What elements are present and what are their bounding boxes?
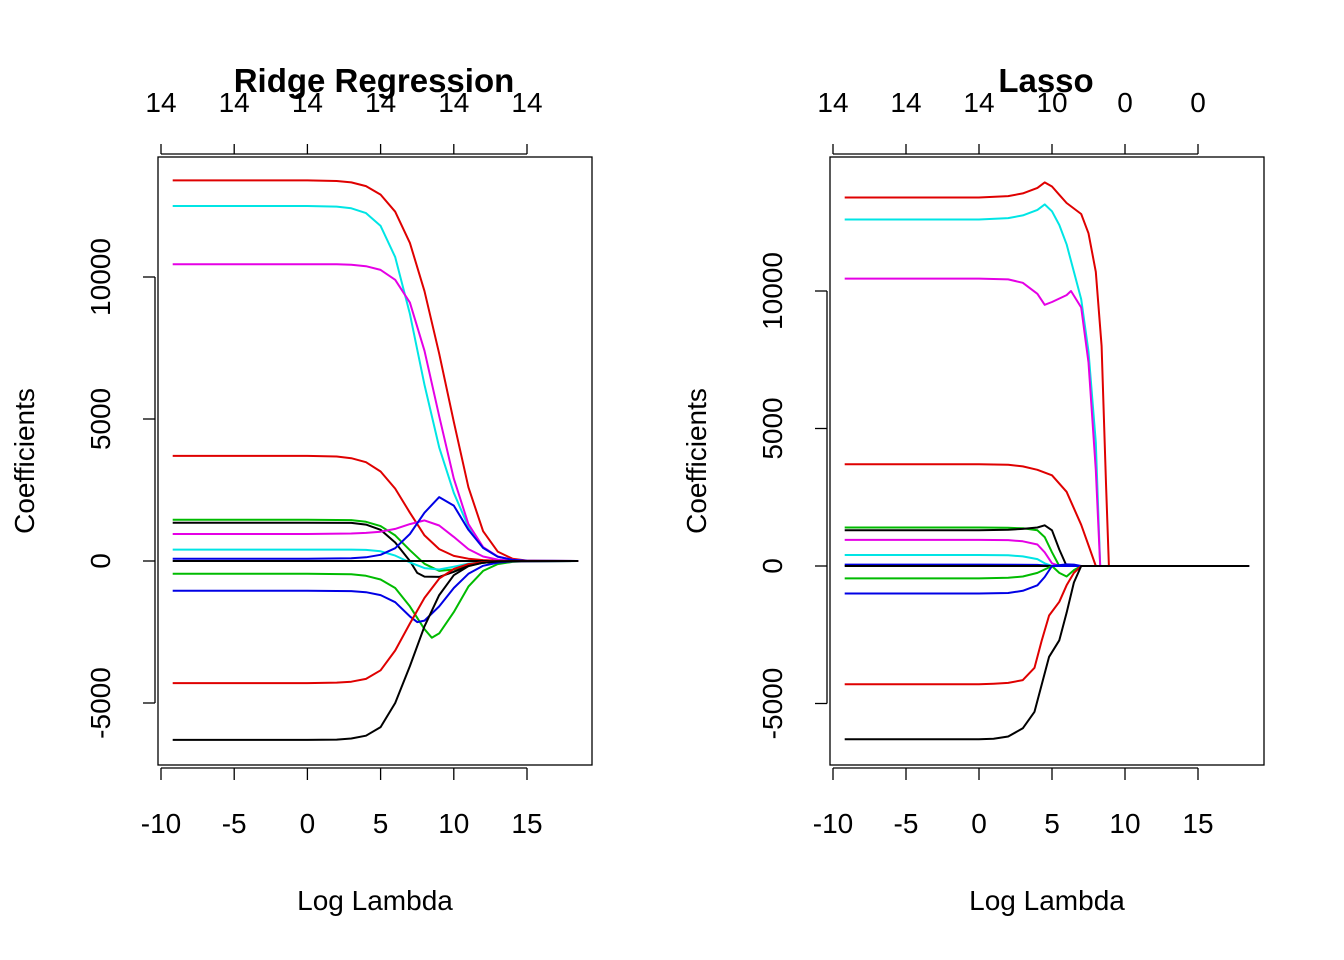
y-tick-label: 5000 (757, 397, 788, 459)
x-tick-label: 15 (1182, 808, 1213, 839)
series-line-13 (172, 560, 579, 741)
series-line-12 (172, 560, 579, 685)
top-tick-label: 14 (292, 87, 323, 118)
y-tick-label: 5000 (85, 388, 116, 450)
y-axis-title: Coefficients (9, 388, 40, 534)
x-axis-title: Log Lambda (297, 885, 453, 916)
series-line-0 (844, 181, 1250, 567)
plot-frame (157, 156, 593, 766)
x-tick-label: 5 (1044, 808, 1060, 839)
x-axis-bottom: -10 -5 0 5 10 15 (141, 767, 543, 839)
ridge-regression-panel: -10 -5 0 5 10 15 14 14 14 14 14 14 -5000 0 5000 10000 Ri… (9, 62, 593, 916)
series-line-4 (844, 526, 1250, 567)
top-tick-label: 10 (1036, 87, 1067, 118)
y-tick-label: 10000 (757, 252, 788, 330)
x-tick-label: -5 (894, 808, 919, 839)
top-tick-label: 14 (890, 87, 921, 118)
x-tick-label: -10 (813, 808, 853, 839)
chart-title: Ridge Regression (234, 62, 515, 99)
series-line-5 (844, 524, 1250, 567)
y-axis: -5000 0 5000 10000 (757, 252, 828, 740)
y-axis-title: Coefficients (681, 388, 712, 534)
x-tick-label: -10 (141, 808, 181, 839)
top-tick-label: 0 (1190, 87, 1206, 118)
series-line-13 (844, 565, 1250, 741)
series-lines (844, 181, 1250, 741)
series-line-8 (172, 496, 579, 562)
series-line-11 (844, 565, 1250, 595)
series-line-0 (172, 179, 579, 562)
series-lines (172, 179, 579, 741)
y-tick-label: 0 (85, 553, 116, 569)
y-tick-label: -5000 (85, 667, 116, 739)
series-line-11 (172, 560, 579, 624)
top-tick-label: 14 (817, 87, 848, 118)
y-tick-label: 10000 (85, 238, 116, 316)
x-axis-top: 14 14 14 10 0 0 (817, 87, 1206, 155)
x-tick-label: 0 (300, 808, 316, 839)
plot-frame (829, 156, 1265, 766)
x-axis-top: 14 14 14 14 14 14 (145, 87, 543, 155)
series-line-10 (172, 560, 579, 639)
top-tick-label: 14 (438, 87, 469, 118)
series-line-2 (844, 277, 1250, 567)
lasso-panel: -10 -5 0 5 10 15 14 14 14 10 0 0 -5000 0 5000 10000 Lass… (681, 62, 1265, 916)
series-line-1 (844, 203, 1250, 567)
series-line-3 (172, 454, 579, 562)
series-line-3 (844, 463, 1250, 567)
y-axis: -5000 0 5000 10000 (85, 238, 156, 739)
series-line-2 (172, 263, 579, 562)
x-tick-label: -5 (222, 808, 247, 839)
series-line-12 (844, 565, 1250, 686)
y-tick-label: 0 (757, 558, 788, 574)
top-tick-label: 14 (145, 87, 176, 118)
top-tick-label: 14 (219, 87, 250, 118)
series-line-1 (172, 205, 579, 562)
x-tick-label: 15 (511, 808, 542, 839)
chart-title: Lasso (998, 62, 1093, 99)
top-tick-label: 14 (511, 87, 542, 118)
x-tick-label: 10 (438, 808, 469, 839)
top-tick-label: 0 (1117, 87, 1133, 118)
x-tick-label: 5 (373, 808, 389, 839)
y-tick-label: -5000 (757, 668, 788, 740)
x-axis-title: Log Lambda (969, 885, 1125, 916)
top-tick-label: 14 (365, 87, 396, 118)
x-axis-bottom: -10 -5 0 5 10 15 (813, 767, 1214, 839)
x-tick-label: 0 (971, 808, 987, 839)
top-tick-label: 14 (963, 87, 994, 118)
x-tick-label: 10 (1109, 808, 1140, 839)
